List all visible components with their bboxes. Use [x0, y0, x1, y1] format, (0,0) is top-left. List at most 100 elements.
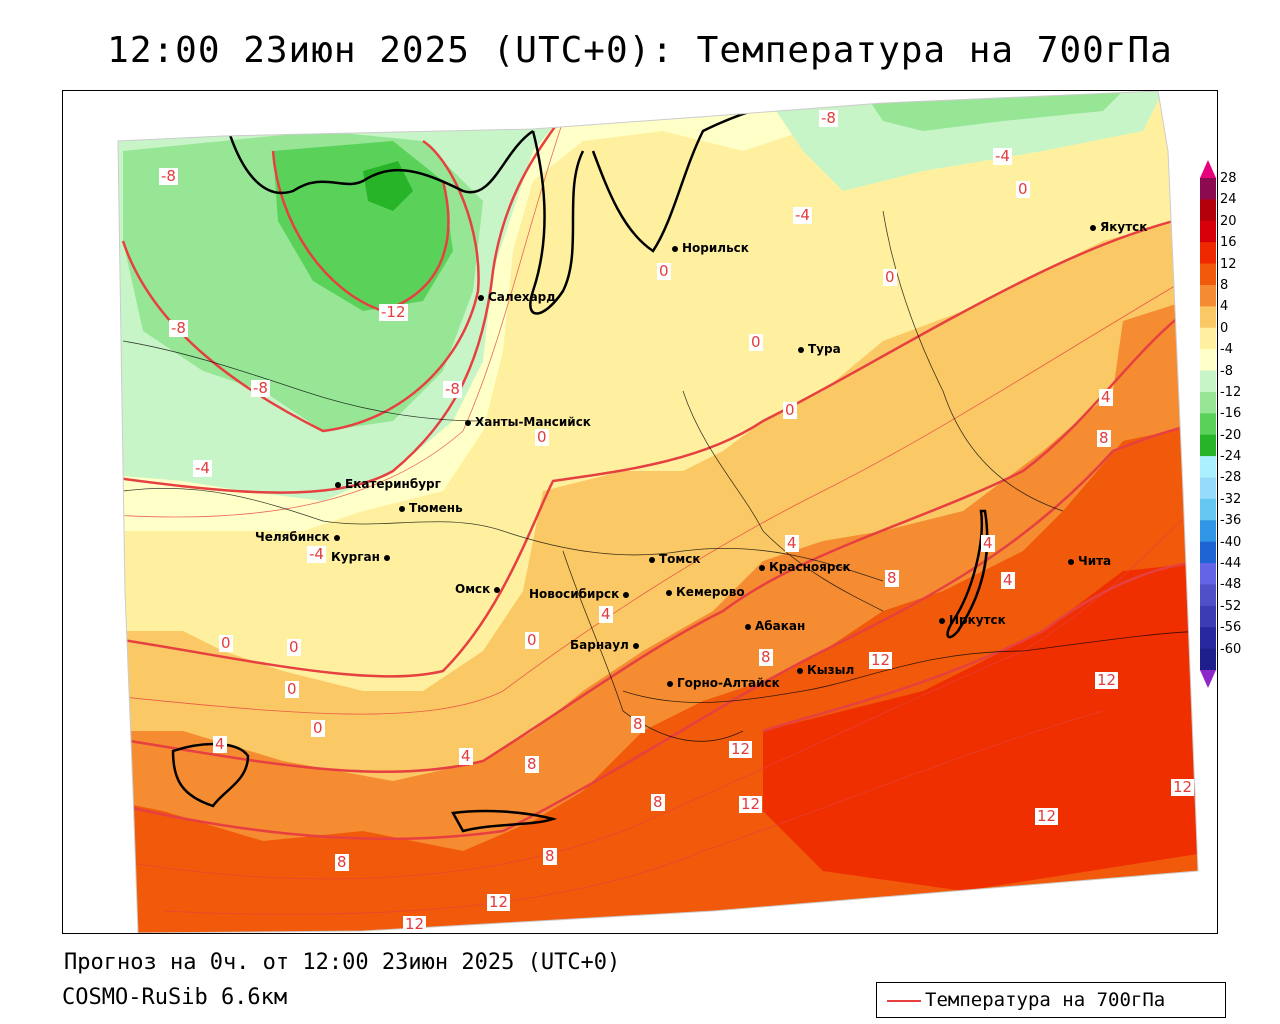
contour-label: -4	[193, 459, 212, 477]
contour-label: 8	[525, 755, 539, 773]
city-dot-icon	[1068, 558, 1074, 565]
contour-label: -8	[159, 167, 178, 185]
colorbar-tick-label: -56	[1220, 620, 1242, 636]
colorbar-tick-label: 28	[1220, 171, 1237, 186]
colorbar-swatch	[1200, 541, 1216, 564]
colorbar-swatch	[1200, 349, 1216, 372]
colorbar-swatch	[1200, 263, 1216, 286]
colorbar-swatch	[1200, 584, 1216, 607]
city-marker[interactable]: Челябинск	[255, 530, 344, 544]
colorbar-tick-label: -48	[1220, 577, 1242, 593]
contour-label: -4	[793, 206, 812, 224]
city-dot-icon	[632, 642, 639, 649]
colorbar-swatch	[1200, 220, 1216, 243]
city-marker[interactable]: Курган	[331, 550, 394, 564]
colorbar-swatch	[1200, 627, 1216, 650]
city-marker[interactable]: Чита	[1068, 554, 1111, 568]
contour-label: 12	[403, 915, 427, 933]
contour-label: 12	[1035, 807, 1059, 825]
city-marker[interactable]: Кемерово	[666, 585, 745, 599]
contour-label: -8	[169, 319, 188, 337]
contour-label: 12	[729, 740, 753, 758]
legend-line-icon	[887, 1000, 921, 1002]
contour-label: 4	[213, 735, 227, 753]
map-area[interactable]: Норильск Якутск Салехард Тура Ханты-Манс…	[62, 90, 1218, 934]
contour-label: 0	[285, 680, 299, 698]
city-marker[interactable]: Тюмень	[399, 501, 463, 515]
contour-label: -12	[379, 303, 408, 321]
contour-label: -4	[307, 545, 326, 563]
colorbar-swatch	[1200, 284, 1216, 307]
contour-label: 0	[287, 638, 301, 656]
city-marker[interactable]: Кызыл	[797, 663, 854, 677]
colorbar-tick-label: -4	[1220, 342, 1233, 358]
contour-label: 8	[759, 648, 773, 666]
colorbar-tick-label: -44	[1220, 556, 1242, 572]
contour-label: 8	[1097, 429, 1111, 447]
city-dot-icon	[335, 481, 341, 488]
colorbar-tick-label: -16	[1220, 406, 1242, 422]
colorbar-swatch	[1200, 648, 1216, 671]
colorbar-tick-label: 24	[1220, 192, 1237, 208]
colorbar-tick-label: 12	[1220, 256, 1237, 272]
contour-label: 12	[487, 893, 511, 911]
colorbar-swatch	[1200, 242, 1216, 265]
city-marker[interactable]: Салехард	[478, 290, 556, 304]
city-dot-icon	[667, 680, 673, 687]
contour-label: 12	[1095, 671, 1119, 689]
contour-label: -8	[251, 379, 270, 397]
city-marker[interactable]: Норильск	[672, 241, 749, 255]
contour-label: 4	[1099, 388, 1113, 406]
city-dot-icon	[383, 554, 390, 561]
colorbar-swatch	[1200, 178, 1216, 200]
contour-label: 0	[535, 428, 549, 446]
city-dot-icon	[399, 505, 405, 512]
contour-label: 0	[657, 262, 671, 280]
contour-label: 12	[739, 795, 763, 813]
colorbar-tick-label: -20	[1220, 427, 1242, 443]
contour-label: 0	[883, 268, 897, 286]
colorbar-top-arrow	[1200, 160, 1216, 178]
colorbar-swatch	[1200, 520, 1216, 543]
colorbar-tick-label: 20	[1220, 213, 1237, 229]
contour-label: 0	[1016, 180, 1030, 198]
city-marker[interactable]: Томск	[649, 552, 701, 566]
colorbar-tick-label: -52	[1220, 598, 1242, 614]
city-dot-icon	[939, 617, 945, 624]
contour-label: 4	[785, 534, 799, 552]
colorbar-swatch	[1200, 456, 1216, 478]
city-marker[interactable]: Якутск	[1090, 220, 1147, 234]
city-marker[interactable]: Иркутск	[939, 613, 1006, 627]
city-marker[interactable]: Горно-Алтайск	[667, 676, 780, 690]
city-marker[interactable]: Екатеринбург	[335, 477, 441, 491]
colorbar-swatch	[1200, 605, 1216, 628]
city-marker[interactable]: Абакан	[745, 619, 805, 633]
contour-label: 4	[1001, 571, 1015, 589]
contour-label: -8	[443, 380, 462, 398]
colorbar-tick-label: -32	[1220, 491, 1242, 507]
temperature-field	[117, 91, 1199, 933]
city-dot-icon	[478, 294, 484, 301]
legend-label: Температура на 700гПа	[925, 989, 1166, 1011]
city-marker[interactable]: Новосибирск	[529, 587, 633, 601]
contour-label: 0	[525, 631, 539, 649]
city-marker[interactable]: Тура	[798, 342, 841, 356]
city-dot-icon	[672, 245, 678, 252]
city-marker[interactable]: Омск	[455, 582, 504, 596]
colorbar-tick-label: -36	[1220, 513, 1242, 529]
colorbar-swatch	[1200, 199, 1216, 222]
city-dot-icon	[465, 419, 471, 426]
contour-label: 0	[783, 401, 797, 419]
contour-label: 12	[869, 651, 893, 669]
contour-label: 4	[459, 747, 473, 765]
colorbar-tick-label: -12	[1220, 384, 1242, 400]
city-dot-icon	[333, 534, 340, 541]
city-marker[interactable]: Красноярск	[759, 560, 851, 574]
legend: Температура на 700гПа	[876, 982, 1226, 1018]
city-marker[interactable]: Ханты-Мансийск	[465, 415, 591, 429]
city-marker[interactable]: Барнаул	[570, 638, 643, 652]
colorbar-tick-label: 8	[1220, 277, 1229, 293]
contour-label: 0	[311, 719, 325, 737]
colorbar-tick-label: 4	[1220, 299, 1229, 315]
contour-label: 12	[1171, 778, 1195, 796]
